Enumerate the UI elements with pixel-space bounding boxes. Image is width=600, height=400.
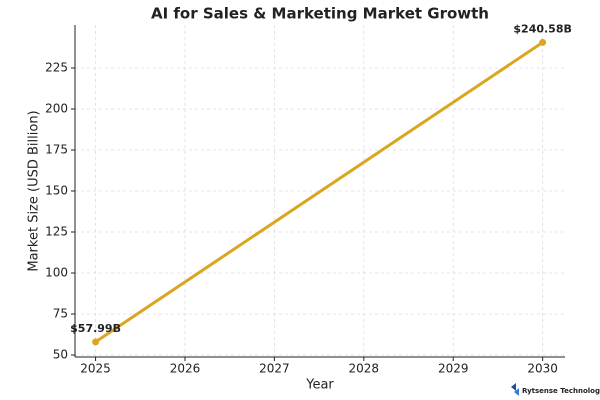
x-tick-label: 2027 bbox=[259, 362, 290, 376]
watermark: Rytsense Technologies bbox=[522, 387, 600, 395]
x-tick-label: 2028 bbox=[349, 362, 380, 376]
watermark-logo bbox=[511, 383, 519, 396]
y-tick-label: 50 bbox=[53, 348, 68, 362]
x-tick-label: 2029 bbox=[438, 362, 469, 376]
data-label: $57.99B bbox=[70, 322, 121, 335]
y-tick-label: 75 bbox=[53, 307, 68, 321]
x-tick-label: 2030 bbox=[527, 362, 558, 376]
y-axis-label: Market Size (USD Billion) bbox=[27, 110, 42, 271]
y-tick-label: 175 bbox=[45, 142, 68, 156]
x-tick-label: 2025 bbox=[80, 362, 111, 376]
chart-title: AI for Sales & Marketing Market Growth bbox=[151, 5, 489, 23]
y-tick-label: 150 bbox=[45, 184, 68, 198]
y-tick-label: 125 bbox=[45, 225, 68, 239]
x-tick-label: 2026 bbox=[170, 362, 201, 376]
y-tick-label: 100 bbox=[45, 266, 68, 280]
point bbox=[92, 338, 100, 346]
data-label: $240.58B bbox=[513, 22, 572, 35]
y-tick-label: 225 bbox=[45, 60, 68, 74]
point bbox=[539, 38, 547, 46]
y-tick-label: 200 bbox=[45, 101, 68, 115]
x-axis-label: Year bbox=[305, 378, 334, 393]
line bbox=[94, 41, 544, 344]
